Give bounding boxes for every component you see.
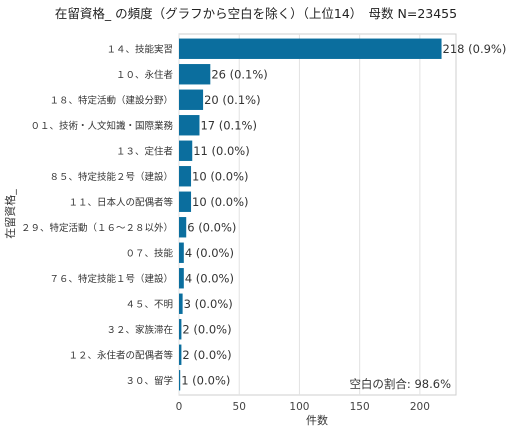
chart-title: 在留資格_ の頻度（グラフから空白を除く）（上位14） 母数 N=23455 <box>54 6 458 21</box>
bar-data-label: 2 (0.0%) <box>182 322 231 336</box>
bar <box>179 89 204 110</box>
y-tick-label: ３０、留学 <box>125 375 173 387</box>
x-tick-label: 200 <box>410 401 430 413</box>
y-tick-label: １８、特定活動（建設分野） <box>49 94 173 106</box>
bar-data-label: 20 (0.1%) <box>204 93 260 107</box>
bar-data-label: 26 (0.1%) <box>211 67 267 81</box>
bar <box>179 166 192 187</box>
y-tick-label: ２９、特定活動（１６～２８以外） <box>21 222 173 234</box>
x-tick-label: 0 <box>176 401 183 413</box>
bar <box>179 140 193 161</box>
x-axis-label: 件数 <box>306 414 328 427</box>
bar <box>179 115 200 136</box>
bar <box>179 191 192 212</box>
y-tick-label: ０７、技能 <box>125 247 173 259</box>
x-tick-label: 100 <box>289 401 309 413</box>
bar-data-label: 4 (0.0%) <box>185 246 234 260</box>
bar <box>179 293 183 314</box>
y-tick-label: ０１、技術・人文知識・国際業務 <box>30 120 173 132</box>
bar <box>179 38 442 59</box>
label-layer: 218 (0.9%) 26 (0.1%) 20 (0.1%) 17 (0.1%) 11 … <box>181 42 506 388</box>
bar <box>179 370 181 391</box>
y-tick-label: １０、永住者 <box>116 69 173 81</box>
bar-data-label: 2 (0.0%) <box>182 348 231 362</box>
bar <box>179 268 184 289</box>
x-tick-label: 150 <box>350 401 370 413</box>
bar-data-label: 1 (0.0%) <box>181 373 230 387</box>
bar <box>179 64 211 85</box>
bar-data-label: 10 (0.0%) <box>192 195 248 209</box>
bar-data-label: 4 (0.0%) <box>185 271 234 285</box>
y-tick-label: １４、技能実習 <box>106 43 173 55</box>
bar-data-label: 11 (0.0%) <box>193 144 249 158</box>
bar <box>179 344 182 365</box>
bar-data-label: 10 (0.0%) <box>192 169 248 183</box>
x-tick-label: 50 <box>233 401 246 413</box>
bar-data-label: 17 (0.1%) <box>200 118 256 132</box>
y-tick-label: ３２、家族滞在 <box>106 324 173 336</box>
bar-data-label: 6 (0.0%) <box>187 220 236 234</box>
y-tick-label: ８５、特定技能２号（建設） <box>49 171 173 183</box>
bar-data-label: 218 (0.9%) <box>443 42 507 56</box>
bar <box>179 217 187 238</box>
y-tick-label: １２、永住者の配偶者等 <box>68 349 173 361</box>
y-axis-label: 在留資格_ <box>3 189 17 239</box>
y-tick-label: １３、定住者 <box>116 145 173 157</box>
blank-ratio-annotation: 空白の割合: 98.6% <box>349 377 451 391</box>
bar <box>179 319 182 340</box>
y-tick-label: ７６、特定技能１号（建設） <box>49 273 173 285</box>
bar-layer <box>179 38 442 391</box>
axis-layer: 0 50 100 150 200 １４、技能実習 １０、永住者 １８、特定活動（建設分野） ０１… <box>21 43 430 413</box>
bar-data-label: 3 (0.0%) <box>184 297 233 311</box>
plot-area <box>178 33 457 396</box>
bar <box>179 242 184 263</box>
y-tick-label: ４５、不明 <box>125 299 173 310</box>
y-tick-label: １１、日本人の配偶者等 <box>68 196 173 208</box>
